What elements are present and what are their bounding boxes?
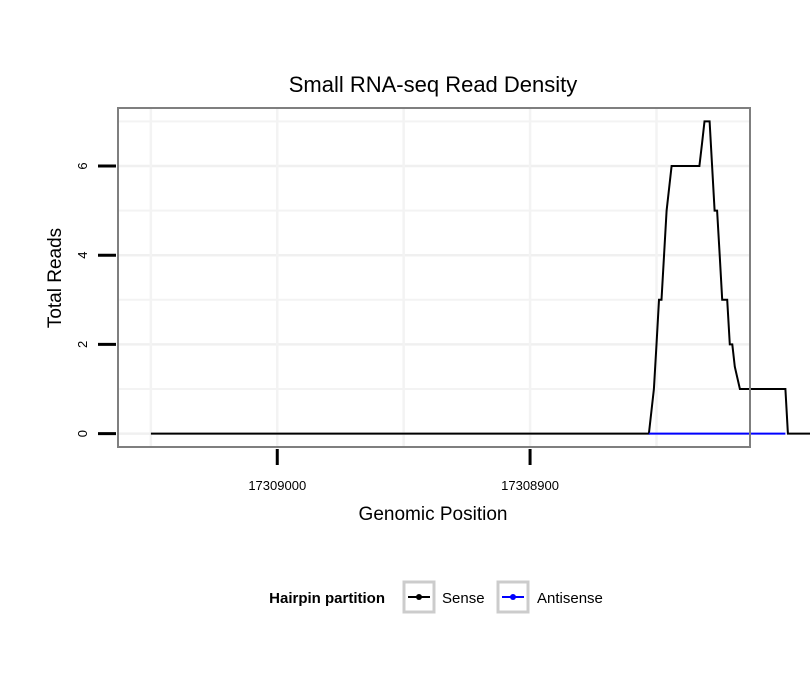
legend-title: Hairpin partition <box>269 590 385 607</box>
y-axis-title: Total Reads <box>45 228 66 328</box>
legend-item-sense: Sense <box>402 580 485 614</box>
y-tick-label: 4 <box>75 252 90 259</box>
y-tick-label: 6 <box>75 162 90 169</box>
legend: Hairpin partition Sense Antisense <box>269 580 603 614</box>
legend-label-antisense: Antisense <box>537 590 603 607</box>
series-line-sense <box>150 120 810 435</box>
legend-dot-antisense <box>510 594 516 600</box>
series-layer <box>150 120 810 435</box>
grid <box>118 108 750 447</box>
legend-label-sense: Sense <box>442 590 485 607</box>
y-axis: 0 2 4 6 <box>75 162 116 437</box>
chart-title: Small RNA-seq Read Density <box>289 72 578 97</box>
x-tick-label: 17308900 <box>501 478 559 493</box>
y-tick-label: 0 <box>75 430 90 437</box>
legend-dot-sense <box>416 594 422 600</box>
legend-item-antisense: Antisense <box>496 580 603 614</box>
x-axis-title: Genomic Position <box>359 504 508 525</box>
panel-border <box>117 107 751 448</box>
x-tick-label: 17309000 <box>248 478 306 493</box>
x-axis: 17309000 17308900 <box>248 449 559 493</box>
y-tick-label: 2 <box>75 341 90 348</box>
